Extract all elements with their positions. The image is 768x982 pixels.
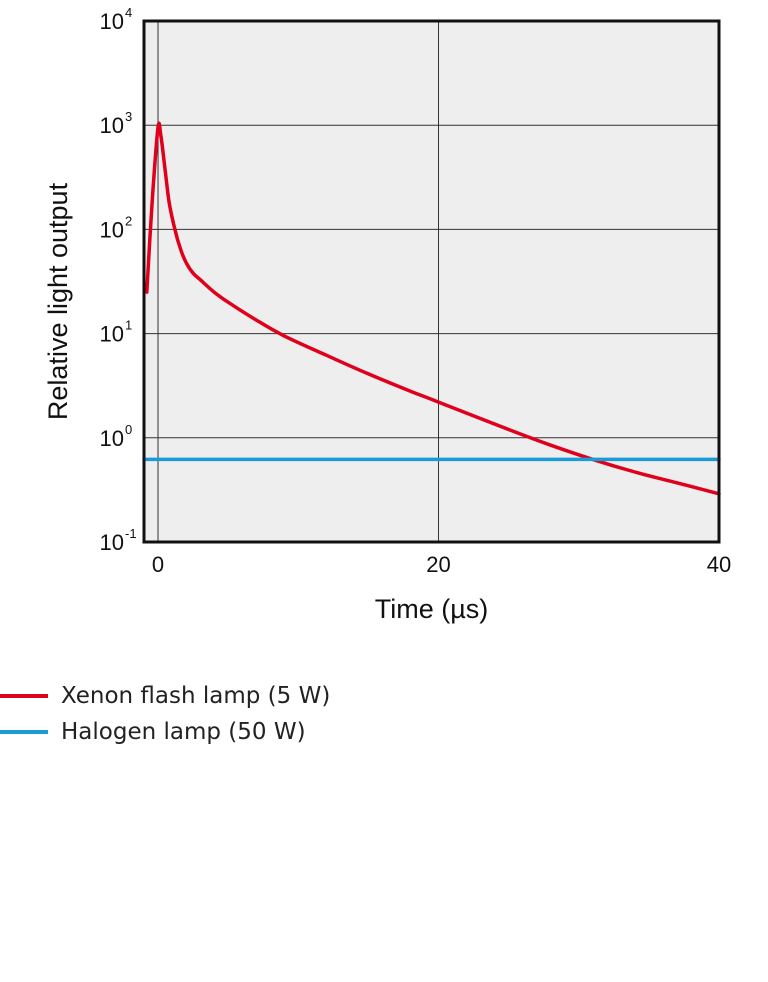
y-tick-label: 10	[100, 530, 124, 555]
y-tick-exponent: 4	[125, 5, 132, 20]
y-tick-exponent: 3	[125, 109, 132, 124]
x-tick-label: 40	[707, 552, 731, 577]
y-tick-exponent: -1	[125, 526, 137, 541]
y-tick-label: 10	[100, 322, 124, 347]
legend-swatch-halogen	[0, 730, 48, 734]
y-tick-label: 10	[100, 217, 124, 242]
legend-label-xenon: Xenon flash lamp (5 W)	[61, 683, 331, 709]
x-axis-label: Time (µs)	[375, 594, 489, 624]
legend: Xenon flash lamp (5 W) Halogen lamp (50 …	[0, 678, 330, 750]
x-tick-labels: 0 20 40	[152, 552, 731, 577]
y-axis-label: Relative light output	[43, 182, 73, 420]
y-tick-label: 10	[100, 426, 124, 451]
y-tick-label: 10	[100, 9, 124, 34]
legend-label-halogen: Halogen lamp (50 W)	[61, 719, 306, 745]
y-tick-exponent: 2	[125, 213, 132, 228]
legend-swatch-xenon	[0, 694, 48, 698]
x-tick-label: 20	[426, 552, 450, 577]
y-tick-exponent: 1	[125, 318, 132, 333]
legend-item-xenon: Xenon flash lamp (5 W)	[0, 678, 330, 714]
y-tick-label: 10	[100, 113, 124, 138]
y-tick-exponent: 0	[125, 422, 132, 437]
series-line-xenon	[145, 121, 721, 496]
plot-frame	[142, 19, 721, 544]
plot-area	[144, 21, 719, 542]
x-tick-label: 0	[152, 552, 164, 577]
grid-lines	[144, 21, 719, 542]
series-layer	[142, 121, 721, 496]
legend-item-halogen: Halogen lamp (50 W)	[0, 714, 330, 750]
